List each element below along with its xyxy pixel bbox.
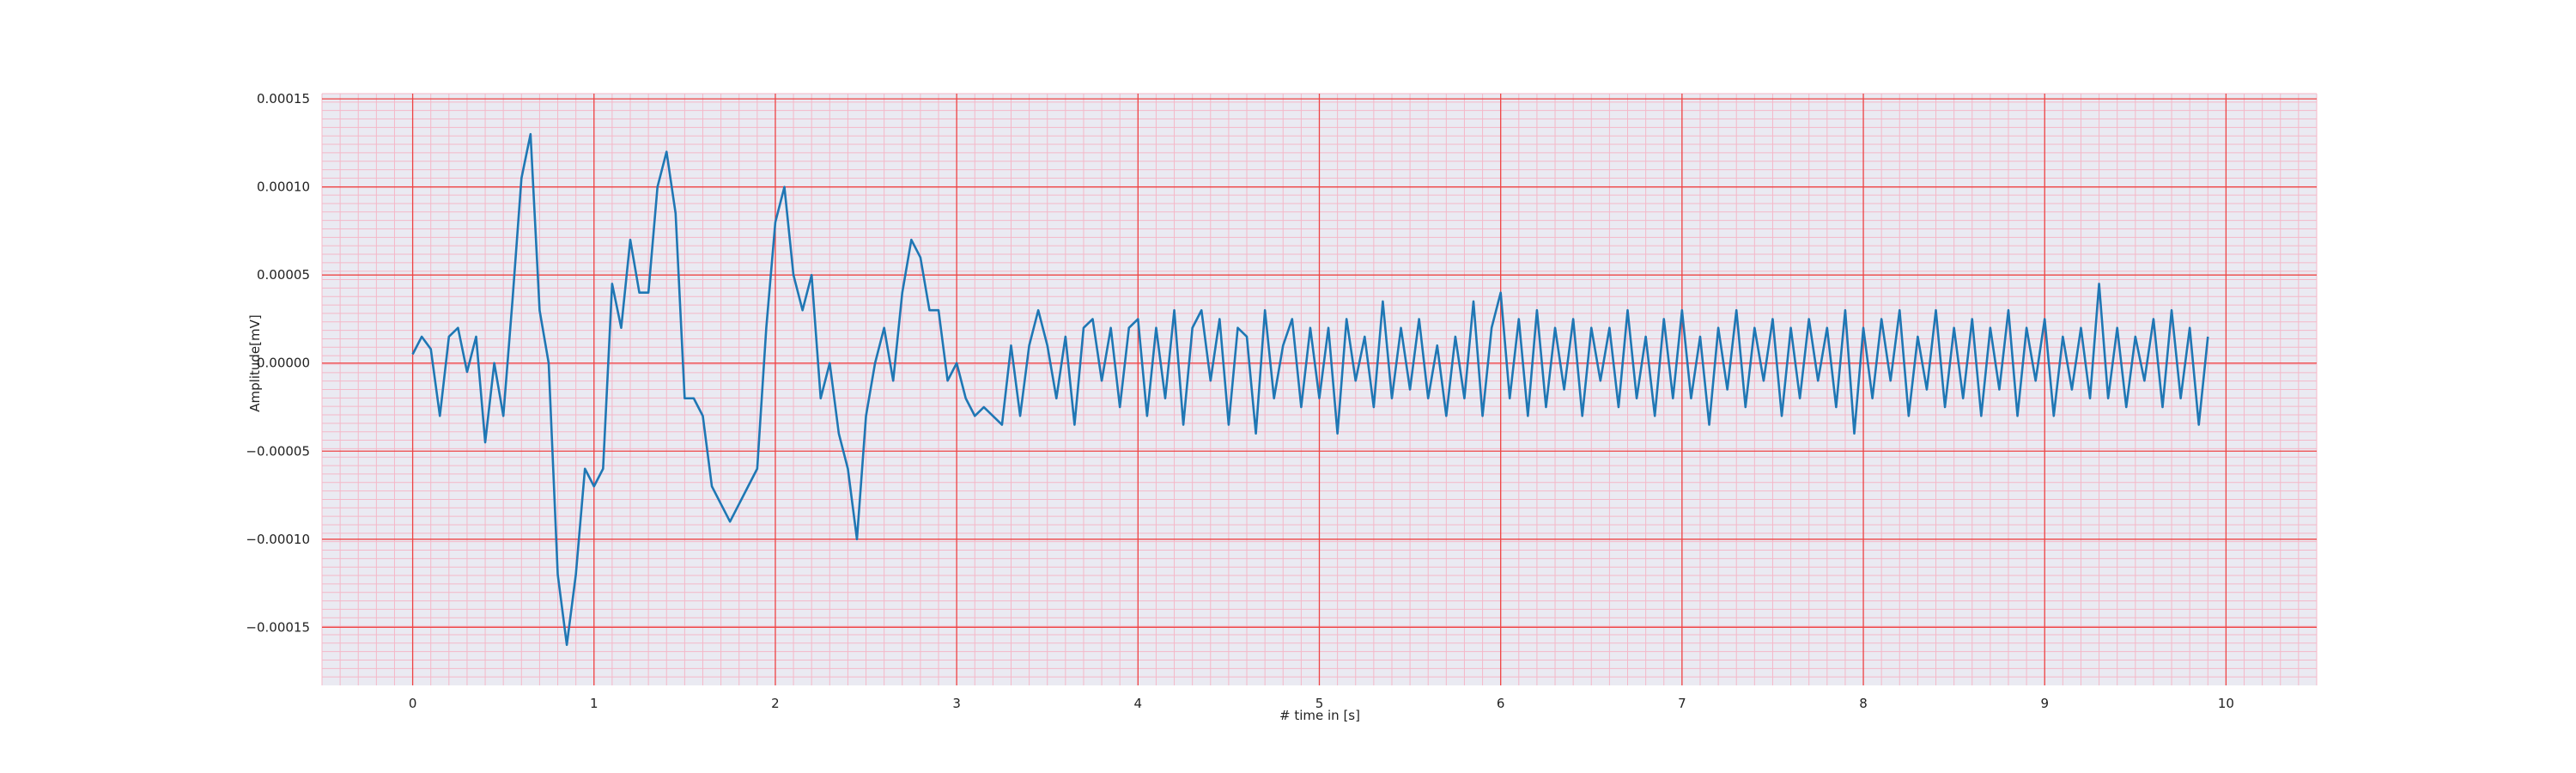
- x-tick-label: 6: [1497, 696, 1505, 711]
- x-tick-label: 5: [1315, 696, 1324, 711]
- x-tick-label: 7: [1678, 696, 1686, 711]
- x-tick-label: 8: [1859, 696, 1868, 711]
- x-tick-label: 1: [590, 696, 598, 711]
- y-axis-label: Amplitude[mV]: [247, 314, 263, 411]
- x-tick-label: 10: [2218, 696, 2234, 711]
- y-tick-label: 0.00000: [257, 356, 310, 371]
- x-tick-label: 3: [952, 696, 961, 711]
- x-tick-label: 4: [1134, 696, 1143, 711]
- plot-area: [321, 93, 2318, 685]
- y-tick-label: −0.00010: [246, 532, 310, 547]
- y-tick-label: 0.00015: [257, 91, 310, 107]
- y-tick-label: 0.00005: [257, 267, 310, 283]
- x-tick-label: 2: [771, 696, 780, 711]
- x-axis-label: # time in [s]: [1279, 708, 1360, 723]
- y-tick-label: −0.00005: [246, 443, 310, 459]
- y-tick-label: 0.00010: [257, 180, 310, 195]
- y-tick-label: −0.00015: [246, 619, 310, 635]
- x-tick-label: 0: [409, 696, 417, 711]
- data-line: [411, 132, 2209, 647]
- x-tick-label: 9: [2040, 696, 2049, 711]
